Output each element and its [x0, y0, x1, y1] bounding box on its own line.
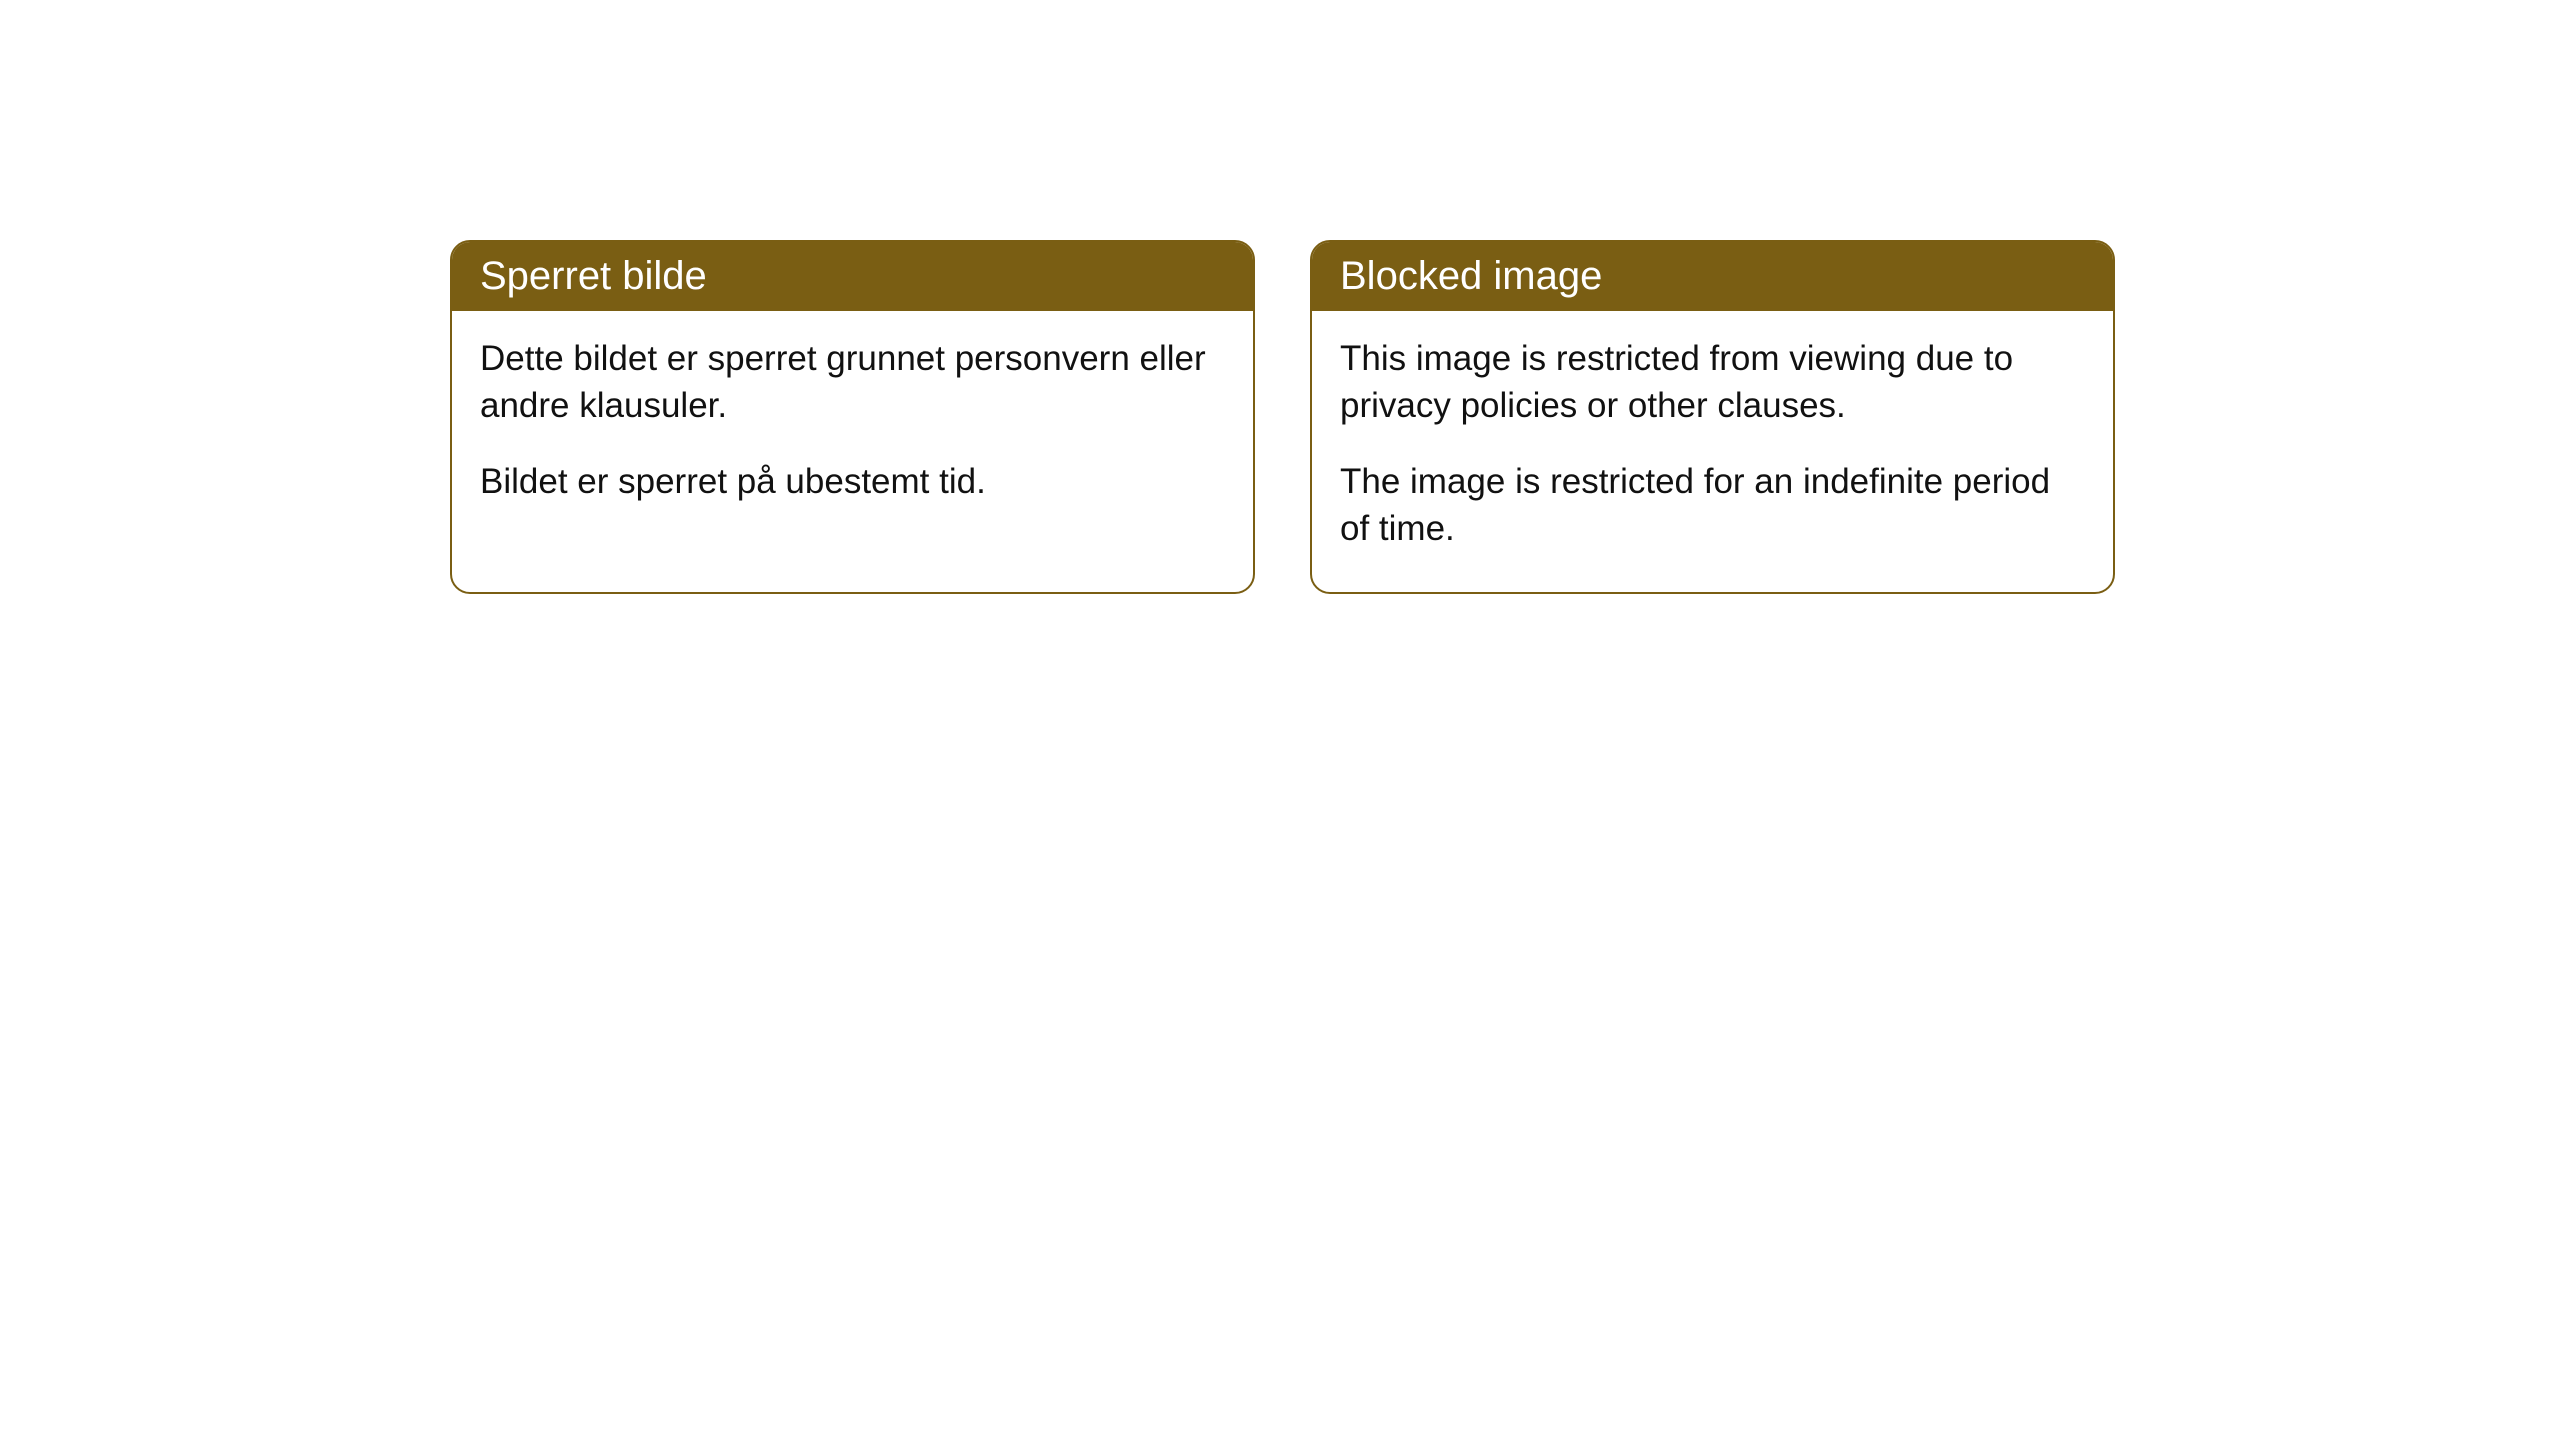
card-header-english: Blocked image — [1312, 242, 2113, 311]
card-paragraph: Bildet er sperret på ubestemt tid. — [480, 458, 1225, 505]
card-paragraph: Dette bildet er sperret grunnet personve… — [480, 335, 1225, 430]
card-paragraph: This image is restricted from viewing du… — [1340, 335, 2085, 430]
card-norwegian: Sperret bilde Dette bildet er sperret gr… — [450, 240, 1255, 594]
card-english: Blocked image This image is restricted f… — [1310, 240, 2115, 594]
card-paragraph: The image is restricted for an indefinit… — [1340, 458, 2085, 553]
card-body-norwegian: Dette bildet er sperret grunnet personve… — [452, 311, 1253, 545]
card-title: Blocked image — [1340, 254, 1602, 298]
card-body-english: This image is restricted from viewing du… — [1312, 311, 2113, 592]
card-header-norwegian: Sperret bilde — [452, 242, 1253, 311]
card-title: Sperret bilde — [480, 254, 707, 298]
cards-container: Sperret bilde Dette bildet er sperret gr… — [0, 0, 2560, 594]
